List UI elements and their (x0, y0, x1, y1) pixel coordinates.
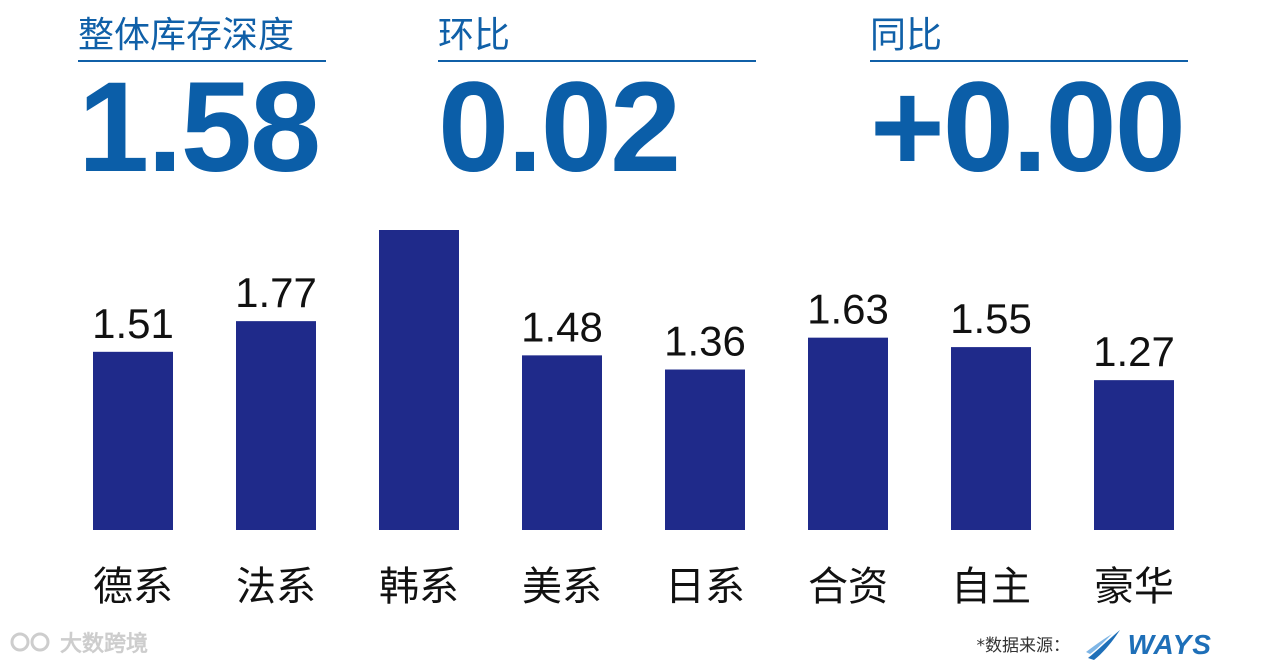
bar-6 (808, 337, 888, 530)
data-source-label: *数据来源： (976, 636, 1071, 656)
category-label: 合资 (808, 564, 888, 610)
bar-chart: 1.51德系1.77法系2.57韩系1.48美系1.36日系1.63合资1.55… (92, 230, 1175, 610)
kpi-label: 整体库存深度 (78, 14, 326, 62)
kpi-year-over-year: 同比 +0.00 (870, 14, 1188, 199)
kpi-value: 1.58 (78, 56, 321, 199)
ways-swoosh-icon (1085, 630, 1120, 660)
bar-3 (379, 230, 459, 531)
bar-value-label: 1.27 (1093, 328, 1175, 375)
bar-2 (236, 321, 316, 530)
bar-value-label: 1.36 (664, 318, 746, 365)
kpi-label: 同比 (870, 14, 1188, 62)
watermark-logo-icon (10, 632, 50, 652)
category-label: 豪华 (1094, 564, 1174, 610)
ways-logo: WAYS (1084, 628, 1212, 662)
bar-value-label: 1.48 (521, 303, 603, 350)
category-label: 自主 (951, 564, 1031, 610)
kpi-inventory-depth: 整体库存深度 1.58 (78, 14, 326, 199)
watermark-text: 大数跨境 (60, 632, 149, 657)
category-label: 日系 (665, 564, 745, 610)
bar-value-label: 1.77 (235, 269, 317, 316)
category-label: 德系 (93, 564, 173, 610)
kpi-label: 环比 (438, 14, 756, 62)
bar-8 (1094, 380, 1174, 530)
bar-1 (93, 351, 173, 530)
bar-value-label: 1.55 (950, 295, 1032, 342)
kpi-value: +0.00 (870, 56, 1186, 199)
category-label: 韩系 (379, 564, 459, 610)
kpi-month-over-month: 环比 0.02 (438, 14, 756, 199)
watermark: 大数跨境 (10, 626, 148, 658)
category-label: 美系 (522, 564, 602, 610)
kpi-value: 0.02 (438, 56, 681, 199)
brand-name: WAYS (1127, 629, 1212, 660)
bar-value-label: 1.51 (92, 300, 174, 347)
category-label: 法系 (236, 564, 316, 610)
bar-7 (951, 347, 1031, 530)
bar-4 (522, 355, 602, 530)
bar-value-label: 1.63 (807, 286, 889, 333)
bar-5 (665, 369, 745, 530)
